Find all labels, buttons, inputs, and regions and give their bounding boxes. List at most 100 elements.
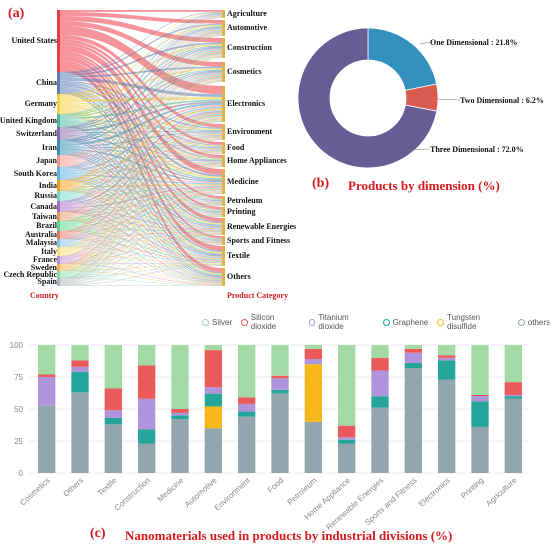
flow-sweden-to-environment	[60, 138, 222, 268]
x-tick-petroleum: Petroleum	[286, 476, 319, 507]
country-label-china: China	[36, 78, 57, 87]
flow-russia-to-construction	[60, 51, 222, 193]
legend-label-others: others	[527, 317, 550, 327]
flow-malaysia-to-environment	[60, 137, 222, 243]
flow-czech-republic-to-food	[60, 153, 222, 275]
flow-france-to-cosmetics	[60, 79, 222, 259]
flow-czech-republic-to-cosmetics	[60, 80, 222, 273]
country-label-switzerland: Switzerland	[16, 128, 57, 138]
flow-france-to-printing	[60, 215, 222, 262]
flow-iran-to-cosmetics	[60, 71, 222, 144]
country-node-france	[57, 256, 60, 264]
flow-taiwan-to-environment	[60, 135, 222, 217]
flow-china-to-automotive	[60, 23, 222, 75]
bar-medicine-titanium-dioxide	[171, 412, 189, 416]
category-label-automotive: Automotive	[227, 23, 267, 32]
flow-switzerland-to-automotive	[60, 26, 222, 129]
x-tick-cosmetics: Cosmetics	[18, 476, 52, 508]
country-node-iran	[57, 140, 60, 155]
flow-russia-to-automotive	[60, 30, 222, 192]
flow-czech-republic-to-petroleum	[60, 205, 222, 276]
flow-united-kingdom-to-automotive	[60, 26, 222, 116]
flow-china-to-electronics	[60, 77, 222, 97]
legend-item-titanium-dioxide: Titanium dioxide	[308, 313, 374, 331]
x-tick-food: Food	[266, 476, 286, 495]
flow-france-to-automotive	[60, 34, 222, 257]
flow-iran-to-printing	[60, 150, 222, 213]
flow-france-to-medicine	[60, 191, 222, 262]
y-tick-50: 50	[14, 405, 23, 414]
bar-sports-and-fitness-titanium-dioxide	[404, 352, 422, 363]
legend-item-tungsten-disulfide: Tungsten disulfide	[437, 313, 509, 331]
bar-food-titanium-dioxide	[271, 378, 289, 390]
flow-australia-to-home-appliances	[60, 164, 222, 236]
flow-india-to-cosmetics	[60, 74, 222, 183]
country-label-malaysia: Malaysia	[25, 238, 57, 247]
flow-italy-to-environment	[60, 137, 222, 252]
flow-brazil-to-cosmetics	[60, 77, 222, 224]
country-node-china	[57, 72, 60, 94]
flow-canada-to-textile	[60, 210, 222, 261]
flow-switzerland-to-cosmetics	[60, 70, 222, 131]
flow-spain-to-environment	[60, 139, 222, 282]
category-label-petroleum: Petroleum	[227, 196, 263, 205]
bar-automotive-tungsten-disulfide	[204, 406, 222, 429]
flow-south-korea-to-construction	[60, 49, 222, 170]
flow-japan-to-petroleum	[60, 162, 222, 202]
category-node-renewable-energies	[222, 218, 225, 235]
flow-spain-to-electronics	[60, 120, 222, 282]
country-node-russia	[57, 191, 60, 201]
bar-cosmetics-silver	[38, 345, 56, 375]
x-tick-printing: Printing	[459, 476, 485, 501]
flow-malaysia-to-construction	[60, 54, 222, 241]
category-label-construction: Construction	[227, 43, 272, 52]
flow-sweden-to-cosmetics	[60, 80, 222, 266]
flow-brazil-to-sports-and-fitness	[60, 229, 222, 244]
leader-line-0	[419, 41, 431, 45]
legend-item-others: others	[517, 313, 550, 331]
flow-india-to-environment	[60, 133, 222, 186]
bar-sports-and-fitness-others	[404, 368, 422, 473]
flow-taiwan-to-construction	[60, 52, 222, 214]
flow-australia-to-automotive	[60, 32, 222, 232]
flow-australia-to-sports-and-fitness	[60, 237, 222, 244]
flow-italy-to-agriculture	[60, 16, 222, 248]
x-tick-agriculture: Agriculture	[484, 475, 519, 508]
bar-construction-others	[138, 443, 156, 473]
flow-russia-to-cosmetics	[60, 75, 222, 194]
flow-japan-to-agriculture	[60, 14, 222, 156]
flow-australia-to-environment	[60, 136, 222, 235]
flow-japan-to-textile	[60, 165, 222, 258]
bar-environment-titanium-dioxide	[238, 403, 256, 412]
flow-czech-republic-to-textile	[60, 264, 222, 278]
bar-textile-titanium-dioxide	[104, 410, 122, 418]
bar-printing-silver	[471, 345, 489, 395]
flow-sweden-to-sports-and-fitness	[60, 244, 222, 270]
flow-germany-to-automotive	[60, 24, 222, 96]
bar-automotive-silicon-dioxide	[204, 350, 222, 388]
bar-renewable-energies-silicon-dioxide	[371, 357, 389, 371]
category-label-renewable-energies: Renewable Energies	[227, 221, 297, 231]
flow-germany-to-cosmetics	[60, 68, 222, 100]
flow-czech-republic-to-environment	[60, 139, 222, 275]
flow-czech-republic-to-electronics	[60, 120, 222, 274]
flow-sweden-to-textile	[60, 264, 222, 271]
country-label-japan: Japan	[36, 156, 57, 165]
legend-swatch-graphene	[382, 318, 390, 326]
flow-switzerland-to-home-appliances	[60, 133, 222, 161]
flow-sweden-to-printing	[60, 216, 222, 270]
bar-printing-silicon-dioxide	[471, 394, 489, 397]
flow-south-korea-to-agriculture	[60, 14, 222, 168]
flow-malaysia-to-food	[60, 151, 222, 244]
bar-medicine-silicon-dioxide	[171, 409, 189, 413]
country-node-south-korea	[57, 167, 60, 180]
flow-china-to-agriculture	[60, 11, 222, 73]
flow-canada-to-electronics	[60, 110, 222, 206]
flow-sweden-to-petroleum	[60, 205, 222, 269]
donut-slice-three-dimensional	[297, 27, 438, 169]
bar-petroleum-silver	[304, 345, 322, 349]
legend-swatch-others	[517, 318, 525, 326]
bar-sports-and-fitness-silver	[404, 345, 422, 349]
flow-japan-to-printing	[60, 163, 222, 213]
